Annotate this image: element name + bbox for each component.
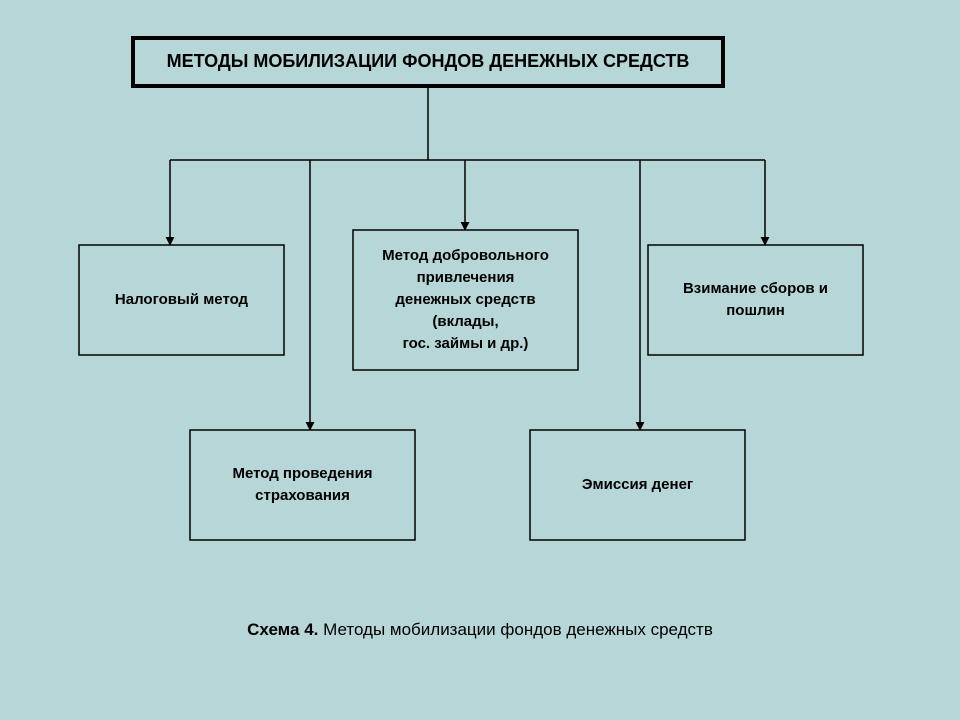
node-fees: Взимание сборов и пошлин	[648, 245, 863, 355]
node-emission: Эмиссия денег	[530, 430, 745, 540]
node-insur-line: Метод проведения	[232, 465, 372, 482]
node-insur-line: страхования	[255, 487, 350, 504]
node-insur: Метод проведения страхования	[190, 430, 415, 540]
caption: Схема 4. Методы мобилизации фондов денеж…	[247, 620, 713, 639]
title-text: МЕТОДЫ МОБИЛИЗАЦИИ ФОНДОВ ДЕНЕЖНЫХ СРЕДС…	[167, 51, 690, 71]
node-volunt-line: денежных средств	[395, 291, 535, 308]
title-box: МЕТОДЫ МОБИЛИЗАЦИИ ФОНДОВ ДЕНЕЖНЫХ СРЕДС…	[133, 38, 723, 86]
node-volunt: Метод добровольного привлечения денежных с…	[353, 230, 578, 370]
node-fees-line: Взимание сборов и	[683, 280, 828, 297]
node-volunt-line: Метод добровольного	[382, 247, 549, 264]
node-volunt-line: привлечения	[417, 269, 515, 286]
node-volunt-line: гос. займы и др.)	[403, 335, 529, 352]
node-volunt-line: (вклады,	[432, 313, 498, 330]
node-fees-line: пошлин	[726, 302, 785, 319]
node-tax-line: Налоговый метод	[115, 291, 249, 308]
node-tax: Налоговый метод	[79, 245, 284, 355]
node-emission-line: Эмиссия денег	[582, 476, 693, 493]
